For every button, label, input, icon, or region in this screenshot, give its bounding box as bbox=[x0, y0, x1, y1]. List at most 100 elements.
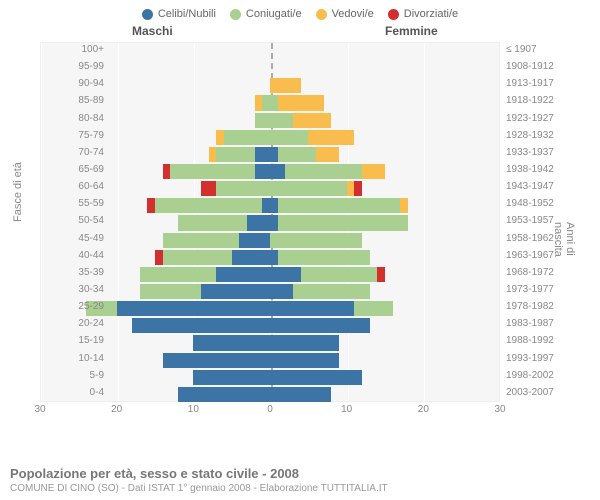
female-bar bbox=[270, 164, 385, 179]
male-bar bbox=[255, 95, 270, 110]
bar-segment bbox=[193, 335, 270, 350]
female-bar bbox=[270, 353, 339, 368]
pyramid-row bbox=[41, 60, 499, 77]
birth-year-label: 2003-2007 bbox=[506, 387, 566, 398]
x-tick: 20 bbox=[418, 404, 429, 415]
bar-segment bbox=[270, 164, 285, 179]
bar-segment bbox=[316, 147, 339, 162]
male-bar bbox=[86, 301, 270, 316]
bar-segment bbox=[155, 198, 262, 213]
male-bar bbox=[163, 353, 270, 368]
x-tick: 0 bbox=[267, 404, 273, 415]
age-label: 85-89 bbox=[64, 95, 104, 106]
bar-segment bbox=[270, 78, 301, 93]
birth-year-label: 1908-1912 bbox=[506, 61, 566, 72]
pyramid-row bbox=[41, 352, 499, 369]
male-bar bbox=[209, 147, 270, 162]
bar-segment bbox=[270, 353, 339, 368]
birth-year-label: 1938-1942 bbox=[506, 164, 566, 175]
plot bbox=[40, 42, 500, 402]
x-tick: 30 bbox=[494, 404, 505, 415]
chart-title: Popolazione per età, sesso e stato civil… bbox=[10, 466, 388, 481]
bar-segment bbox=[308, 130, 354, 145]
bar-segment bbox=[262, 198, 270, 213]
age-label: 70-74 bbox=[64, 147, 104, 158]
age-label: 80-84 bbox=[64, 113, 104, 124]
age-label: 45-49 bbox=[64, 233, 104, 244]
birth-year-label: 1948-1952 bbox=[506, 198, 566, 209]
birth-year-label: 1918-1922 bbox=[506, 95, 566, 106]
bar-segment bbox=[201, 284, 270, 299]
legend-swatch bbox=[388, 9, 399, 20]
bar-segment bbox=[201, 181, 216, 196]
pyramid-row bbox=[41, 163, 499, 180]
age-label: 100+ bbox=[64, 44, 104, 55]
male-bar bbox=[155, 250, 270, 265]
legend-label: Vedovi/e bbox=[332, 8, 374, 20]
pyramid-row bbox=[41, 300, 499, 317]
pyramid-row bbox=[41, 94, 499, 111]
birth-year-label: ≤ 1907 bbox=[506, 44, 566, 55]
bar-segment bbox=[270, 233, 362, 248]
x-tick: 10 bbox=[341, 404, 352, 415]
bar-segment bbox=[255, 95, 263, 110]
birth-year-label: 1943-1947 bbox=[506, 181, 566, 192]
female-bar bbox=[270, 335, 339, 350]
bar-segment bbox=[270, 284, 293, 299]
bar-segment bbox=[362, 164, 385, 179]
male-bar bbox=[178, 387, 270, 402]
birth-year-label: 1968-1972 bbox=[506, 267, 566, 278]
pyramid-row bbox=[41, 112, 499, 129]
y-axis-left-title: Fasce di età bbox=[12, 162, 24, 222]
bar-segment bbox=[301, 267, 378, 282]
age-label: 90-94 bbox=[64, 78, 104, 89]
male-bar bbox=[216, 130, 270, 145]
pyramid-row bbox=[41, 266, 499, 283]
female-bar bbox=[270, 147, 339, 162]
bar-segment bbox=[293, 284, 370, 299]
bar-segment bbox=[247, 215, 270, 230]
bar-segment bbox=[216, 181, 270, 196]
bar-segment bbox=[278, 95, 324, 110]
bar-segment bbox=[163, 164, 171, 179]
birth-year-label: 1973-1977 bbox=[506, 284, 566, 295]
legend-swatch bbox=[230, 9, 241, 20]
birth-year-label: 1978-1982 bbox=[506, 301, 566, 312]
legend-swatch bbox=[316, 9, 327, 20]
age-label: 65-69 bbox=[64, 164, 104, 175]
age-label: 0-4 bbox=[64, 387, 104, 398]
bar-segment bbox=[278, 147, 316, 162]
bar-segment bbox=[216, 130, 224, 145]
bar-segment bbox=[216, 147, 254, 162]
x-tick: 20 bbox=[111, 404, 122, 415]
pyramid-row bbox=[41, 129, 499, 146]
chart-subtitle: COMUNE DI CINO (SO) - Dati ISTAT 1° genn… bbox=[10, 483, 388, 494]
pyramid-row bbox=[41, 317, 499, 334]
bar-segment bbox=[224, 130, 270, 145]
bar-segment bbox=[255, 147, 270, 162]
age-label: 40-44 bbox=[64, 250, 104, 261]
male-bar bbox=[163, 164, 270, 179]
bar-segment bbox=[270, 130, 308, 145]
age-label: 25-29 bbox=[64, 301, 104, 312]
bar-segment bbox=[255, 113, 270, 128]
bar-segment bbox=[209, 147, 217, 162]
legend: Celibi/NubiliConiugati/eVedovi/eDivorzia… bbox=[0, 0, 600, 24]
age-label: 35-39 bbox=[64, 267, 104, 278]
age-label: 15-19 bbox=[64, 335, 104, 346]
birth-year-label: 1998-2002 bbox=[506, 370, 566, 381]
pyramid-row bbox=[41, 249, 499, 266]
bar-segment bbox=[270, 147, 278, 162]
bar-segment bbox=[270, 95, 278, 110]
male-bar bbox=[201, 181, 270, 196]
birth-year-label: 1923-1927 bbox=[506, 113, 566, 124]
birth-year-label: 1958-1962 bbox=[506, 233, 566, 244]
male-bar bbox=[193, 335, 270, 350]
age-label: 75-79 bbox=[64, 130, 104, 141]
x-tick: 30 bbox=[34, 404, 45, 415]
bar-segment bbox=[239, 233, 270, 248]
birth-year-label: 1953-1957 bbox=[506, 215, 566, 226]
birth-year-label: 1963-1967 bbox=[506, 250, 566, 261]
legend-label: Divorziati/e bbox=[404, 8, 458, 20]
pyramid-row bbox=[41, 77, 499, 94]
